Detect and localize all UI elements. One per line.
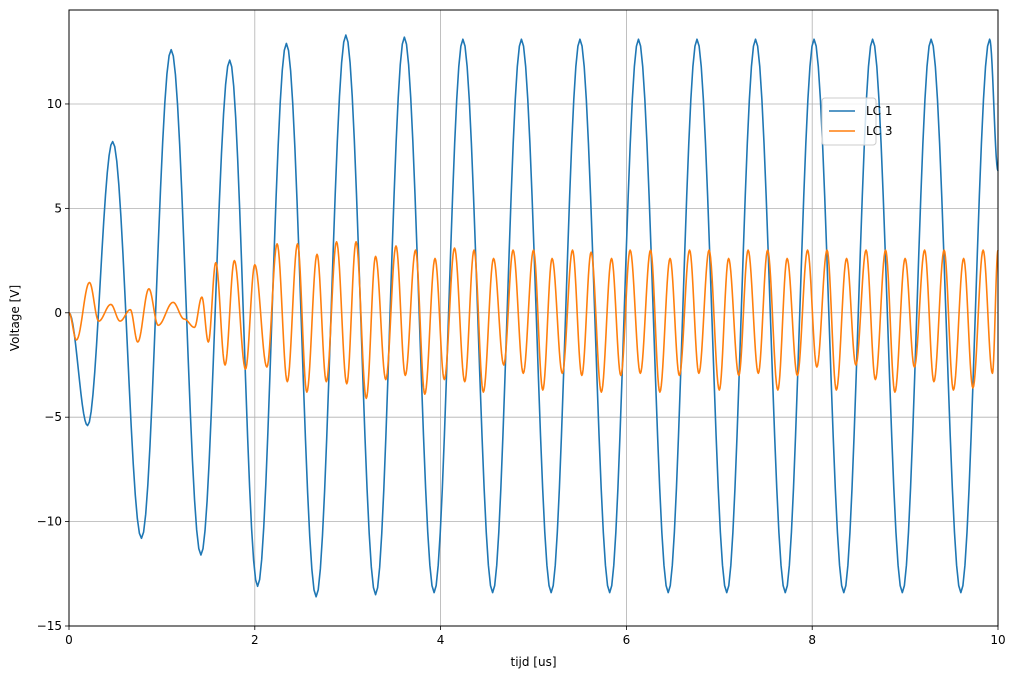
legend-label: LC 1	[866, 104, 893, 118]
x-tick-label: 0	[65, 633, 73, 647]
y-axis-title: Voltage [V]	[8, 285, 22, 351]
x-tick-label: 4	[437, 633, 445, 647]
x-tick-label: 6	[623, 633, 631, 647]
legend-label: LC 3	[866, 124, 893, 138]
y-tick-label: 5	[54, 201, 62, 215]
y-tick-label: −10	[37, 515, 62, 529]
x-tick-label: 8	[808, 633, 816, 647]
x-axis-title: tijd [us]	[510, 655, 556, 669]
x-tick-label: 10	[990, 633, 1005, 647]
y-tick-label: 10	[47, 97, 62, 111]
y-tick-label: 0	[54, 306, 62, 320]
x-tick-label: 2	[251, 633, 259, 647]
y-tick-label: −15	[37, 619, 62, 633]
y-tick-label: −5	[44, 410, 62, 424]
